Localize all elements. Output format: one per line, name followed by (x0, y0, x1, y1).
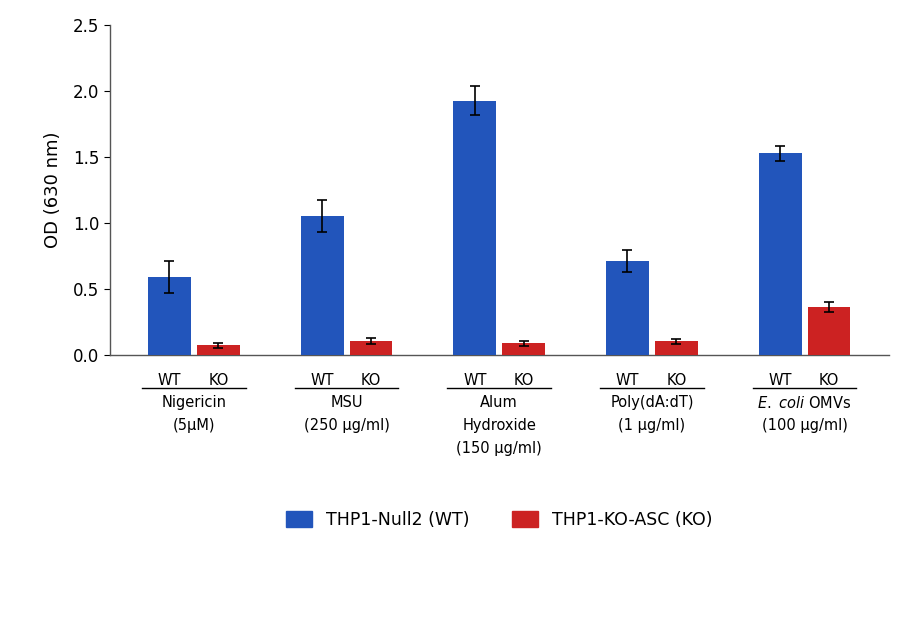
Text: KO: KO (208, 373, 228, 388)
Text: WT: WT (616, 373, 639, 388)
Text: MSU: MSU (331, 394, 363, 410)
Text: Hydroxide: Hydroxide (463, 418, 536, 432)
Text: WT: WT (311, 373, 333, 388)
Legend: THP1-Null2 (WT), THP1-KO-ASC (KO): THP1-Null2 (WT), THP1-KO-ASC (KO) (277, 502, 722, 538)
Bar (655, 341, 698, 355)
Text: $\it{E.\ coli}$ OMVs: $\it{E.\ coli}$ OMVs (758, 394, 852, 411)
Bar (350, 341, 392, 355)
Bar (502, 343, 545, 355)
Y-axis label: OD (630 nm): OD (630 nm) (44, 132, 62, 249)
Text: WT: WT (158, 373, 181, 388)
Text: KO: KO (666, 373, 686, 388)
Text: Poly(dA:dT): Poly(dA:dT) (610, 394, 693, 410)
Bar (300, 216, 344, 355)
Bar (453, 101, 496, 355)
Bar (758, 153, 802, 355)
Text: WT: WT (769, 373, 791, 388)
Bar (606, 261, 649, 355)
Text: WT: WT (463, 373, 486, 388)
Bar (148, 277, 191, 355)
Text: (5μM): (5μM) (172, 418, 215, 432)
Bar (197, 345, 240, 355)
Text: (1 μg/ml): (1 μg/ml) (618, 418, 685, 432)
Bar (808, 307, 850, 355)
Text: (100 μg/ml): (100 μg/ml) (761, 418, 847, 432)
Text: (250 μg/ml): (250 μg/ml) (303, 418, 389, 432)
Text: KO: KO (361, 373, 381, 388)
Text: Alum: Alum (480, 394, 518, 410)
Text: KO: KO (514, 373, 534, 388)
Text: (150 μg/ml): (150 μg/ml) (456, 441, 542, 456)
Text: Nigericin: Nigericin (161, 394, 226, 410)
Text: KO: KO (819, 373, 839, 388)
